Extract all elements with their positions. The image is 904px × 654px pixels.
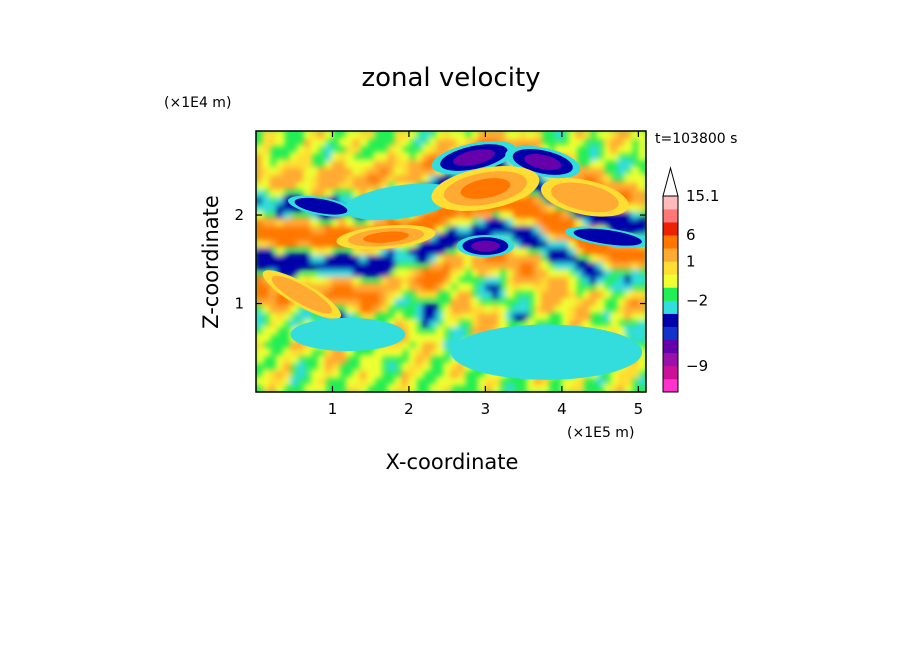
x-axis-label: X-coordinate <box>386 450 519 474</box>
plot-frame <box>255 130 647 393</box>
contour-plot-area <box>256 131 646 392</box>
colorbar-label: −2 <box>686 292 708 310</box>
y-scale-label: (×1E4 m) <box>164 95 231 111</box>
x-tick-label: 4 <box>557 400 567 418</box>
colorbar-segment <box>663 274 678 288</box>
velocity-feature-12 <box>290 317 406 352</box>
colorbar-label: 6 <box>686 226 696 244</box>
y-axis: 12 <box>234 206 646 313</box>
colorbar-segment <box>663 209 678 223</box>
colorbar-segment <box>663 339 678 354</box>
x-axis: 1 2 3 4 5 <box>328 131 643 418</box>
x-tick-label: 5 <box>634 400 644 418</box>
colorbar-segment <box>663 326 678 341</box>
velocity-feature-7 <box>336 224 436 250</box>
colorbar-segment <box>663 222 678 236</box>
colorbar-extend-arrow <box>662 166 679 197</box>
chart-title: zonal velocity <box>361 63 540 93</box>
x-scale-label: (×1E5 m) <box>567 425 634 441</box>
colorbar-segment <box>663 352 678 367</box>
x-tick-label: 2 <box>404 400 414 418</box>
colorbar-segment <box>663 248 678 262</box>
velocity-feature-6 <box>431 166 540 211</box>
y-axis-label: Z-coordinate <box>199 195 223 329</box>
x-tick-label: 1 <box>328 400 338 418</box>
colorbar-segment <box>663 196 678 210</box>
colorbar-label: 15.1 <box>686 187 719 205</box>
velocity-feature-9 <box>262 270 342 320</box>
colorbar-segment <box>663 300 678 314</box>
colorbar-label: 1 <box>686 252 696 270</box>
colorbar-segment <box>663 313 678 327</box>
colorbar-segment <box>663 378 678 393</box>
velocity-feature-4 <box>456 234 515 258</box>
time-label: t=103800 s <box>655 131 737 147</box>
colorbar-label: −9 <box>686 357 708 375</box>
colorbar-segment <box>663 261 678 275</box>
velocity-feature-8 <box>540 178 629 217</box>
velocity-feature-3 <box>288 195 354 217</box>
x-tick-label: 3 <box>481 400 491 418</box>
y-tick-label: 2 <box>234 206 244 224</box>
colorbar: 15.1 6 1 −2 −9 <box>662 166 719 393</box>
y-tick-label: 1 <box>234 295 244 313</box>
colorbar-segment <box>663 365 678 380</box>
colorbar-segment <box>663 287 678 301</box>
velocity-feature-5 <box>565 226 646 248</box>
velocity-feature-2 <box>344 183 459 221</box>
colorbar-segment <box>663 235 678 249</box>
velocity-feature-0 <box>431 140 517 175</box>
velocity-feature-10 <box>451 324 643 380</box>
